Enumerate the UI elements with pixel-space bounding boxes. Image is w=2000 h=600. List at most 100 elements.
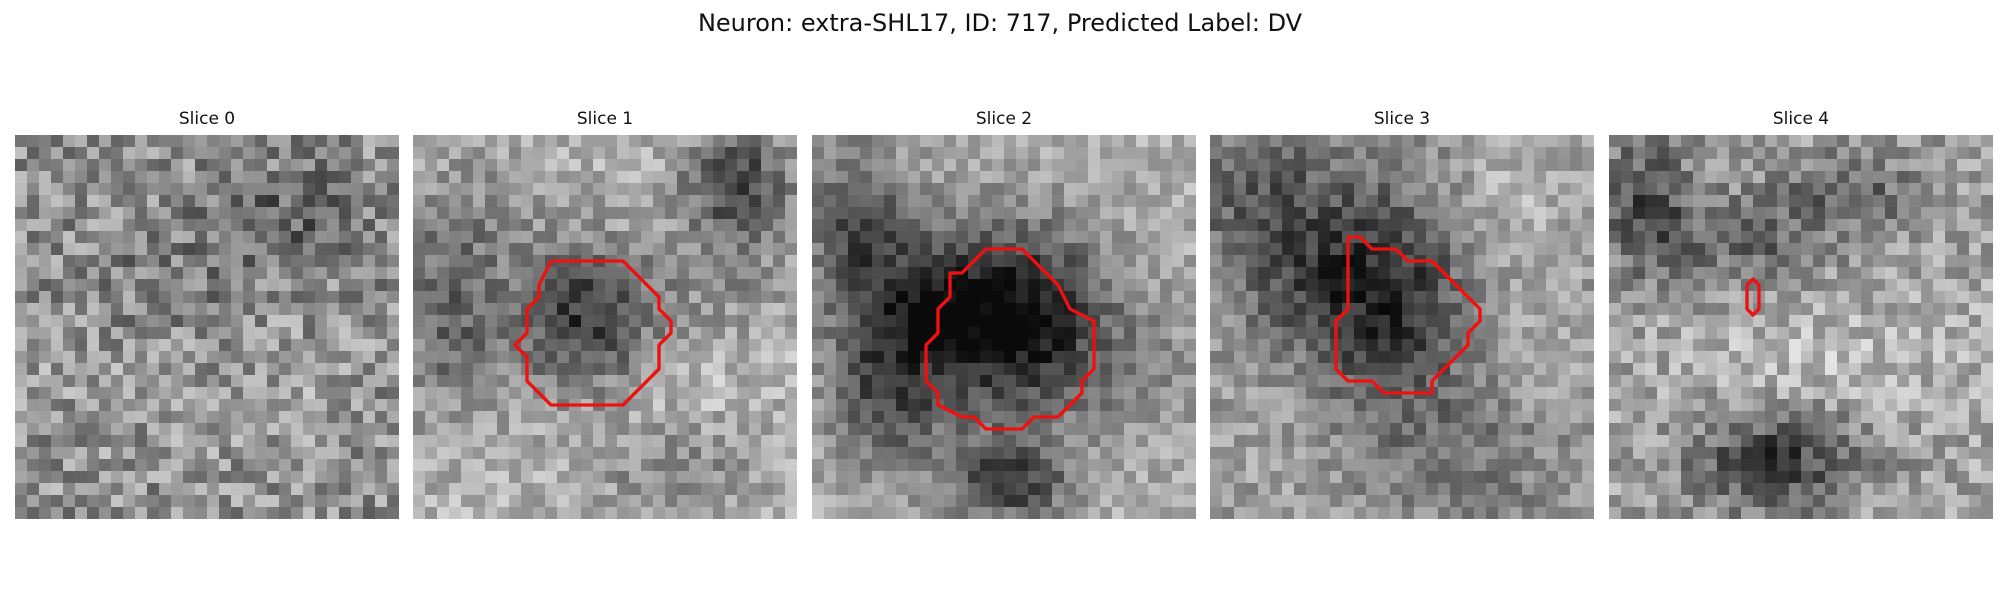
pixel bbox=[896, 315, 909, 328]
pixel bbox=[1825, 279, 1838, 292]
pixel bbox=[1885, 147, 1898, 160]
pixel bbox=[785, 363, 797, 376]
pixel bbox=[677, 159, 690, 172]
pixel bbox=[1873, 135, 1886, 148]
pixel bbox=[1378, 363, 1391, 376]
pixel bbox=[545, 411, 558, 424]
pixel bbox=[1570, 159, 1583, 172]
pixel bbox=[1064, 351, 1077, 364]
pixel bbox=[1076, 411, 1089, 424]
pixel bbox=[243, 219, 256, 232]
pixel bbox=[1486, 327, 1499, 340]
pixel bbox=[932, 339, 945, 352]
pixel bbox=[1354, 255, 1367, 268]
pixel bbox=[836, 399, 849, 412]
pixel bbox=[689, 471, 702, 484]
pixel bbox=[1753, 243, 1766, 256]
pixel bbox=[1136, 171, 1149, 184]
pixel bbox=[1873, 219, 1886, 232]
pixel bbox=[183, 387, 196, 400]
pixel bbox=[1909, 351, 1922, 364]
pixel bbox=[1681, 363, 1694, 376]
pixel bbox=[231, 303, 244, 316]
pixel bbox=[1957, 135, 1970, 148]
pixel bbox=[111, 483, 124, 496]
pixel bbox=[1136, 183, 1149, 196]
pixel bbox=[123, 471, 136, 484]
pixel bbox=[1438, 255, 1451, 268]
pixel bbox=[1124, 411, 1137, 424]
pixel bbox=[1765, 135, 1778, 148]
pixel bbox=[425, 459, 438, 472]
pixel bbox=[1837, 195, 1850, 208]
pixel bbox=[1148, 411, 1161, 424]
pixel bbox=[665, 279, 678, 292]
pixel bbox=[1258, 435, 1271, 448]
pixel bbox=[1657, 351, 1670, 364]
pixel bbox=[195, 351, 208, 364]
pixel bbox=[1885, 447, 1898, 460]
pixel bbox=[533, 351, 546, 364]
pixel bbox=[1474, 387, 1487, 400]
pixel bbox=[413, 183, 426, 196]
pixel bbox=[171, 507, 184, 519]
pixel bbox=[461, 135, 474, 148]
pixel bbox=[1064, 447, 1077, 460]
pixel bbox=[485, 423, 498, 436]
pixel bbox=[920, 195, 933, 208]
pixel bbox=[1498, 399, 1511, 412]
pixel bbox=[1450, 159, 1463, 172]
pixel bbox=[1717, 459, 1730, 472]
pixel bbox=[1246, 255, 1259, 268]
pixel bbox=[653, 375, 666, 388]
pixel bbox=[1546, 147, 1559, 160]
pixel bbox=[485, 459, 498, 472]
pixel bbox=[848, 375, 861, 388]
pixel bbox=[1438, 399, 1451, 412]
pixel bbox=[497, 303, 510, 316]
pixel bbox=[267, 243, 280, 256]
pixel bbox=[219, 219, 232, 232]
pixel bbox=[641, 399, 654, 412]
pixel bbox=[1945, 363, 1958, 376]
pixel bbox=[641, 483, 654, 496]
pixel bbox=[255, 399, 268, 412]
pixel bbox=[1669, 219, 1682, 232]
pixel bbox=[135, 483, 148, 496]
pixel bbox=[773, 291, 786, 304]
pixel bbox=[63, 147, 76, 160]
pixel bbox=[1354, 387, 1367, 400]
pixel bbox=[1378, 267, 1391, 280]
pixel bbox=[920, 291, 933, 304]
pixel bbox=[557, 303, 570, 316]
pixel bbox=[812, 507, 825, 519]
pixel bbox=[713, 231, 726, 244]
pixel bbox=[569, 483, 582, 496]
pixel bbox=[425, 387, 438, 400]
pixel bbox=[1657, 423, 1670, 436]
pixel bbox=[932, 207, 945, 220]
pixel bbox=[932, 459, 945, 472]
pixel bbox=[908, 375, 921, 388]
pixel bbox=[1534, 327, 1547, 340]
pixel bbox=[1306, 267, 1319, 280]
pixel bbox=[1366, 303, 1379, 316]
pixel bbox=[1318, 219, 1331, 232]
pixel bbox=[1957, 303, 1970, 316]
pixel bbox=[1873, 183, 1886, 196]
pixel bbox=[836, 267, 849, 280]
pixel bbox=[1148, 327, 1161, 340]
pixel bbox=[473, 267, 486, 280]
pixel bbox=[509, 495, 522, 508]
pixel bbox=[1753, 327, 1766, 340]
pixel bbox=[1921, 303, 1934, 316]
pixel bbox=[1837, 183, 1850, 196]
pixel bbox=[992, 495, 1005, 508]
pixel bbox=[1076, 207, 1089, 220]
pixel bbox=[1438, 447, 1451, 460]
pixel bbox=[123, 171, 136, 184]
pixel bbox=[1753, 135, 1766, 148]
pixel bbox=[1753, 183, 1766, 196]
pixel bbox=[1813, 399, 1826, 412]
pixel bbox=[980, 315, 993, 328]
